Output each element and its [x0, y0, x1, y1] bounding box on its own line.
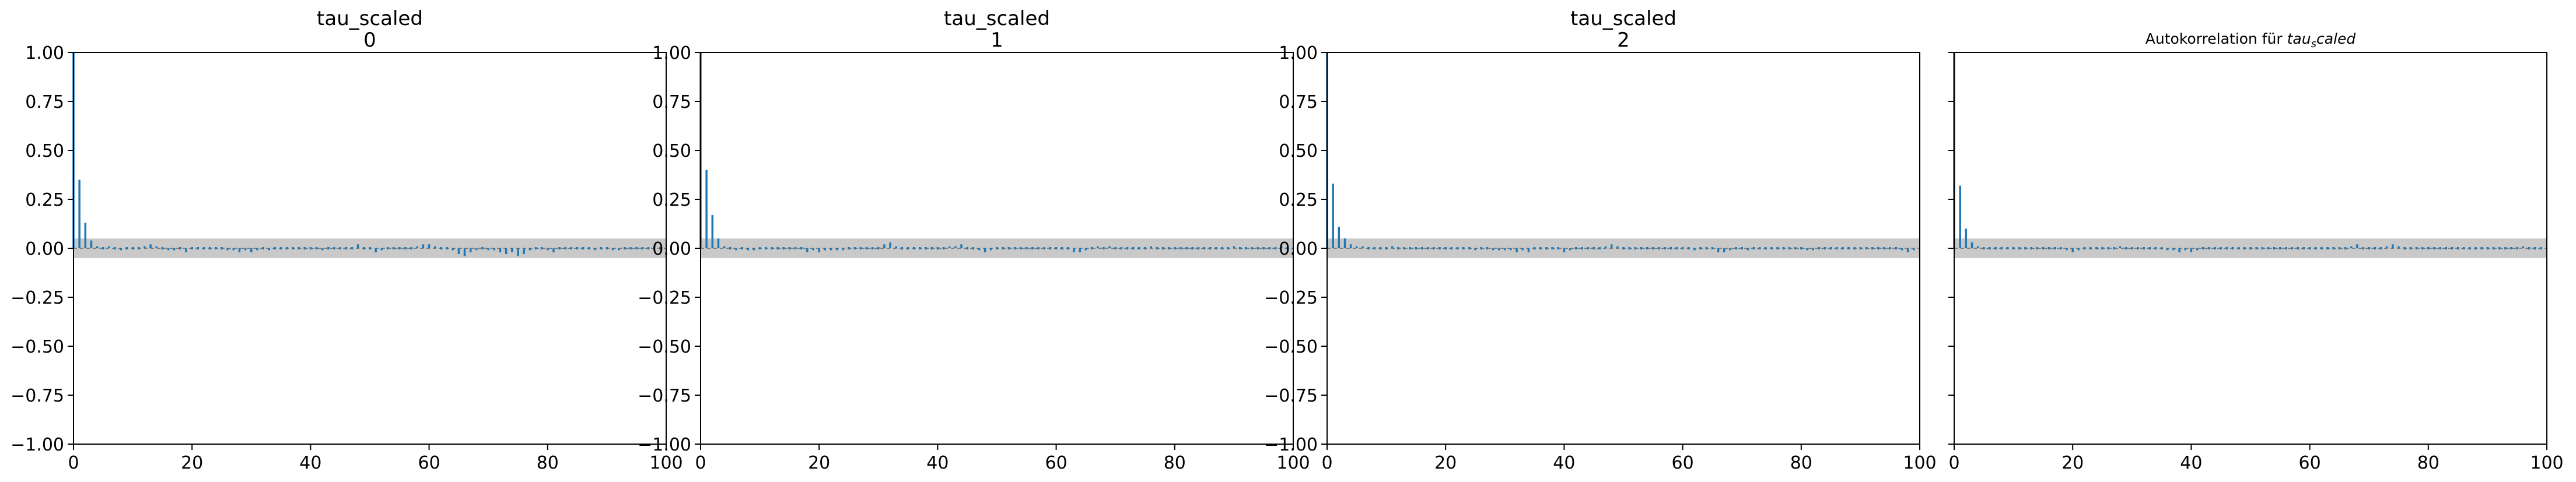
title-math-rest: caled: [2316, 30, 2356, 47]
x-tick-label: 100: [2530, 453, 2563, 473]
y-tick-label: 0.75: [25, 92, 64, 112]
x-tick-label: 0: [1321, 453, 1332, 473]
plot-area: 0 20 40 60 80 100 1.00 0.75 0.50 0.25 0.00 −0.25 −0.…: [638, 43, 1310, 473]
y-tick-label: −0.50: [638, 337, 691, 357]
y-tick-label: −1.00: [10, 435, 64, 455]
plot-area: 0 20 40 60 80 100: [1948, 52, 2564, 473]
y-tick-label: 0.75: [1279, 92, 1318, 112]
x-tick-label: 60: [1045, 453, 1068, 473]
y-tick-label: 0.25: [652, 190, 691, 210]
x-tick-label: 60: [1672, 453, 1694, 473]
x-tick-label: 60: [2299, 453, 2321, 473]
x-tick-label: 0: [695, 453, 706, 473]
y-tick-label: −0.75: [10, 386, 64, 406]
y-tick-label: 0.00: [25, 239, 64, 259]
x-tick-label: 100: [649, 453, 682, 473]
title-math-sub: s: [2311, 38, 2316, 50]
subplot-3: Autokorrelation für tauscaled 0 20 40 60 80 1…: [1948, 30, 2564, 473]
x-tick-label: 0: [1948, 453, 1959, 473]
subplot-title: Autokorrelation für tauscaled: [2146, 30, 2356, 50]
y-tick-label: 0.50: [1279, 141, 1318, 161]
y-tick-label: −1.00: [1264, 435, 1318, 455]
subplot-2: tau_scaled 2 0 20 40 60 80 100 1.00 0.75 0.50 0.2…: [1264, 7, 1937, 473]
x-tick-label: 20: [1434, 453, 1457, 473]
x-tick-label: 40: [926, 453, 949, 473]
y-tick-label: 1.00: [652, 43, 691, 64]
subplot-title: tau_scaled: [1570, 7, 1676, 30]
y-tick-label: 0.50: [652, 141, 691, 161]
subplot-subtitle: 1: [991, 29, 1003, 52]
x-tick-label: 80: [1790, 453, 1812, 473]
x-tick-label: 40: [2180, 453, 2202, 473]
x-tick-label: 100: [1276, 453, 1310, 473]
y-tick-label: −0.25: [10, 288, 64, 308]
x-tick-label: 20: [181, 453, 203, 473]
y-tick-label: 0.25: [25, 190, 64, 210]
x-tick-label: 60: [418, 453, 440, 473]
y-tick-label: −0.25: [638, 288, 691, 308]
title-text: Autokorrelation für: [2146, 30, 2287, 47]
y-tick-label: −0.50: [1264, 337, 1318, 357]
y-tick-label: −0.75: [1264, 386, 1318, 406]
x-tick-label: 80: [537, 453, 559, 473]
subplot-0: tau_scaled 0 0 20 40 60 80 100 1.00 0.75 0.50 0.2…: [10, 7, 683, 473]
subplot-subtitle: 2: [1617, 29, 1630, 52]
plot-area: 0 20 40 60 80 100 1.00 0.75 0.50 0.25 0.00 −0.25 −0.…: [10, 43, 683, 473]
x-tick-label: 20: [808, 453, 830, 473]
subplot-subtitle: 0: [363, 29, 376, 52]
y-tick-label: 1.00: [25, 43, 64, 64]
x-tick-label: 100: [1903, 453, 1936, 473]
x-tick-label: 80: [1164, 453, 1186, 473]
y-tick-label: 0.00: [1279, 239, 1318, 259]
y-tick-label: 0.00: [652, 239, 691, 259]
y-tick-label: −0.50: [10, 337, 64, 357]
x-tick-label: 0: [68, 453, 79, 473]
title-math-base: tau: [2287, 30, 2311, 47]
x-tick-label: 80: [2417, 453, 2440, 473]
x-tick-label: 40: [299, 453, 321, 473]
y-tick-label: −0.75: [638, 386, 691, 406]
y-tick-label: 1.00: [1279, 43, 1318, 64]
y-tick-label: 0.50: [25, 141, 64, 161]
x-tick-label: 20: [2062, 453, 2084, 473]
x-tick-label: 40: [1553, 453, 1575, 473]
y-tick-label: −1.00: [638, 435, 691, 455]
plot-area: 0 20 40 60 80 100 1.00 0.75 0.50 0.25 0.00 −0.25 −0.…: [1264, 43, 1937, 473]
y-tick-label: 0.75: [652, 92, 691, 112]
subplot-title: tau_scaled: [944, 7, 1050, 30]
y-tick-label: 0.25: [1279, 190, 1318, 210]
subplot-1: tau_scaled 1 0 20 40 60 80 100 1.00 0.75 0.50 0.2…: [638, 7, 1310, 473]
y-tick-label: −0.25: [1264, 288, 1318, 308]
subplot-title: tau_scaled: [317, 7, 423, 30]
